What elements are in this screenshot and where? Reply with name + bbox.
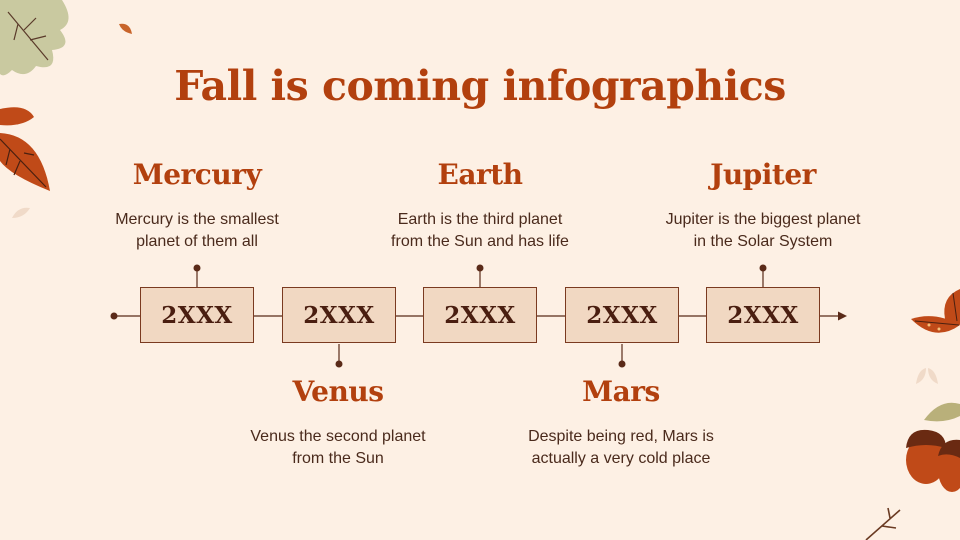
year-box-mercury: 2XXX xyxy=(140,287,254,343)
year-box-venus: 2XXX xyxy=(282,287,396,343)
event-description-jupiter: Jupiter is the biggest planet in the Sol… xyxy=(643,209,883,253)
connector-jupiter xyxy=(759,264,767,287)
page-title: Fall is coming infographics xyxy=(174,62,786,110)
event-description-earth: Earth is the third planet from the Sun a… xyxy=(360,209,600,253)
year-box-jupiter: 2XXX xyxy=(706,287,820,343)
twig-icon xyxy=(865,507,901,540)
seed-icon xyxy=(12,207,30,218)
seed-icon xyxy=(916,368,938,384)
autumn-leaf-icon xyxy=(0,107,50,191)
year-box-earth: 2XXX xyxy=(423,287,537,343)
connector-mars xyxy=(618,344,626,368)
autumn-leaf-icon xyxy=(911,289,960,333)
connector-earth xyxy=(476,264,484,287)
event-heading-venus: Venus xyxy=(292,375,384,408)
acorn-icon xyxy=(906,402,960,492)
event-description-venus: Venus the second planet from the Sun xyxy=(218,426,458,470)
description-line: actually a very cold place xyxy=(531,450,711,467)
description-line: Earth is the third planet xyxy=(397,211,563,228)
event-heading-mercury: Mercury xyxy=(132,158,262,191)
event-description-mars: Despite being red, Mars is actually a ve… xyxy=(501,426,741,470)
event-description-mercury: Mercury is the smallest planet of them a… xyxy=(77,209,317,253)
description-line: planet of them all xyxy=(136,233,258,250)
description-line: from the Sun and has life xyxy=(391,233,569,250)
description-line: Venus the second planet xyxy=(250,428,426,445)
timeline-arrow-icon xyxy=(838,311,847,321)
timeline-start-dot xyxy=(110,312,118,320)
description-line: from the Sun xyxy=(292,450,384,467)
event-heading-mars: Mars xyxy=(582,375,660,408)
event-heading-jupiter: Jupiter xyxy=(710,158,816,191)
description-line: Mercury is the smallest xyxy=(115,211,279,228)
maple-leaf-icon xyxy=(0,0,69,76)
description-line: Despite being red, Mars is xyxy=(528,428,714,445)
connector-mercury xyxy=(193,264,201,287)
small-leaf-icon xyxy=(119,23,132,34)
event-heading-earth: Earth xyxy=(437,158,523,191)
description-line: in the Solar System xyxy=(693,233,833,250)
year-box-mars: 2XXX xyxy=(565,287,679,343)
connector-venus xyxy=(335,344,343,368)
description-line: Jupiter is the biggest planet xyxy=(665,211,861,228)
